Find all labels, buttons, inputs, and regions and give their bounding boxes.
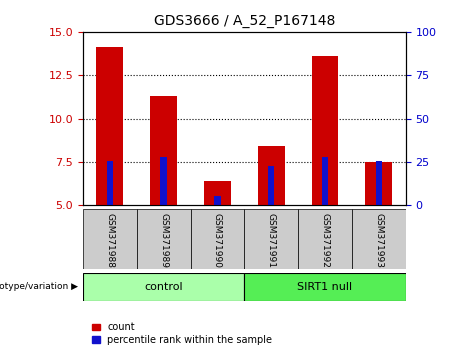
Text: GSM371993: GSM371993 (374, 213, 383, 268)
Bar (137, 209, 190, 269)
Text: control: control (144, 282, 183, 292)
Bar (160, 157, 167, 205)
Text: GSM371992: GSM371992 (320, 213, 330, 268)
Bar (204, 181, 231, 205)
Bar (258, 146, 284, 205)
Text: GSM371988: GSM371988 (106, 213, 114, 268)
Bar (190, 209, 244, 269)
Bar (244, 209, 298, 269)
Bar (312, 56, 338, 205)
Text: GSM371991: GSM371991 (267, 213, 276, 268)
Text: GSM371990: GSM371990 (213, 213, 222, 268)
Bar (244, 273, 406, 301)
Bar (352, 209, 406, 269)
Text: genotype/variation ▶: genotype/variation ▶ (0, 282, 78, 291)
Bar (214, 196, 221, 205)
Bar (298, 209, 352, 269)
Bar (83, 209, 137, 269)
Title: GDS3666 / A_52_P167148: GDS3666 / A_52_P167148 (154, 14, 335, 28)
Bar (268, 166, 274, 205)
Bar (106, 161, 113, 205)
Bar (376, 161, 382, 205)
Bar (96, 47, 123, 205)
Bar (322, 157, 328, 205)
Text: GSM371989: GSM371989 (159, 213, 168, 268)
Legend: count, percentile rank within the sample: count, percentile rank within the sample (88, 319, 276, 349)
Text: SIRT1 null: SIRT1 null (297, 282, 353, 292)
Bar (365, 162, 392, 205)
Bar (83, 273, 244, 301)
Bar (150, 96, 177, 205)
